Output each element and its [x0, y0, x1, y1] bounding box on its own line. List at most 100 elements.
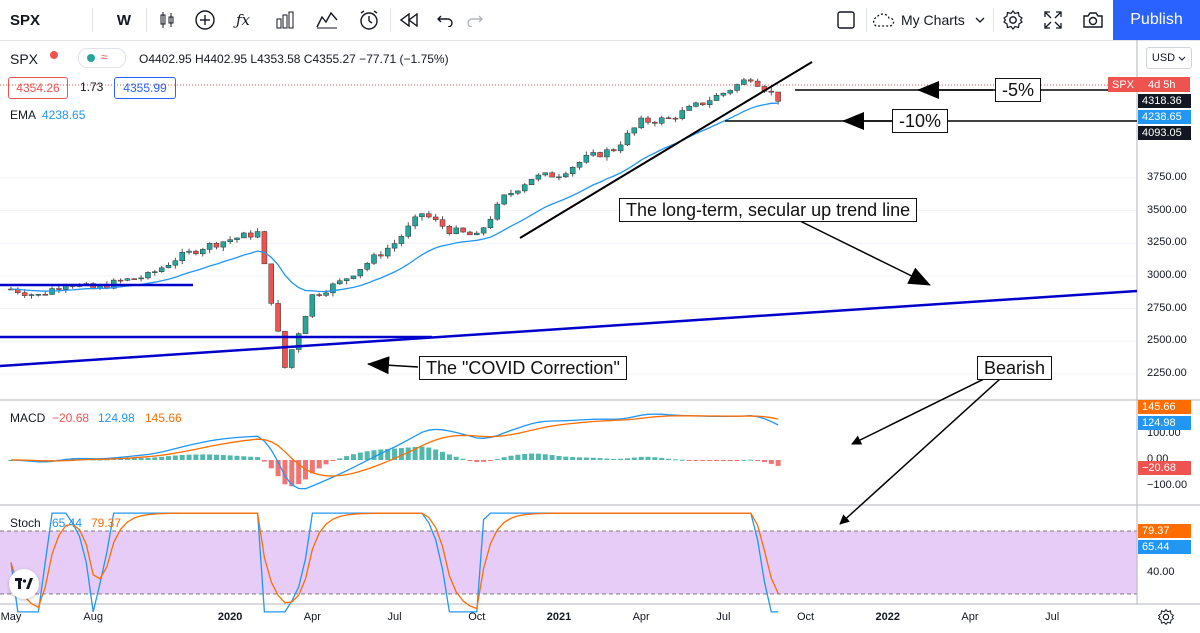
gear-icon[interactable] — [1000, 0, 1026, 40]
macd-histogram-bar — [618, 458, 624, 460]
candle — [35, 294, 42, 296]
fx-icon[interactable]: ƒx — [235, 11, 250, 29]
tilde-icon: ≈ — [101, 50, 108, 64]
alert-icon[interactable] — [356, 0, 382, 40]
covid-arrow — [367, 356, 419, 375]
macd-histogram-bar — [275, 460, 281, 477]
candle — [234, 237, 240, 240]
macd-histogram-bar — [522, 453, 528, 460]
macd-histogram-bar — [748, 459, 754, 461]
toolbar-divider — [993, 8, 994, 32]
macd-histogram-bar — [535, 453, 541, 460]
time-axis-label: 2022 — [875, 611, 900, 623]
candle — [693, 102, 699, 107]
buy-price-box[interactable]: 4355.99 — [114, 77, 176, 99]
candle — [28, 294, 35, 296]
candle — [295, 333, 302, 350]
macd-histogram-bar — [323, 460, 329, 465]
templates-icon[interactable] — [272, 0, 298, 40]
candle — [384, 247, 391, 257]
macd-histogram-bar — [453, 456, 459, 460]
compare-icon[interactable] — [314, 0, 340, 40]
candle — [227, 239, 233, 242]
my-charts-button[interactable]: My Charts — [901, 12, 965, 28]
gear-icon[interactable] — [1157, 608, 1175, 626]
stoch-legend-label: Stoch — [10, 516, 41, 530]
candle — [350, 275, 357, 279]
macd-histogram-bar — [460, 458, 466, 460]
camera-icon[interactable] — [1080, 0, 1106, 40]
publish-button[interactable]: Publish — [1113, 0, 1200, 40]
macd-histogram-bar — [549, 455, 555, 460]
macd-histogram-bar — [159, 456, 165, 460]
macd-histogram-bar — [433, 449, 439, 460]
candle — [734, 84, 740, 91]
candle — [508, 192, 514, 196]
time-axis-label: Apr — [961, 611, 979, 623]
macd-histogram-bar — [412, 446, 418, 460]
candle — [748, 79, 754, 82]
currency-selector[interactable]: USD — [1146, 47, 1192, 69]
callout-bearish: Bearish — [977, 356, 1053, 380]
tradingview-logo[interactable] — [9, 569, 39, 599]
interval-button[interactable]: W — [116, 11, 132, 29]
stoch-legend-d: 79.37 — [91, 516, 122, 530]
macd-histogram-bar — [611, 458, 617, 460]
price-axis-label: 3500.00 — [1147, 203, 1187, 216]
spread-value: 1.73 — [80, 80, 104, 94]
candle — [549, 172, 555, 178]
toolbar-divider — [390, 8, 391, 32]
candle — [631, 127, 638, 134]
badge-symbol: SPX — [1112, 78, 1135, 91]
macd-histogram-bar — [330, 460, 336, 462]
macd-histogram-bar — [556, 455, 562, 460]
undo-icon[interactable] — [432, 0, 458, 40]
macd-legend-macd: 124.98 — [98, 411, 135, 425]
chevron-down-icon[interactable] — [972, 0, 988, 40]
macd-histogram-bar — [131, 458, 137, 460]
price-axis-label: 3250.00 — [1147, 236, 1187, 249]
macd-histogram — [8, 446, 781, 487]
candle — [323, 292, 329, 296]
candles-icon[interactable] — [154, 0, 180, 40]
stoch-k-label: 65.44 — [1138, 540, 1191, 554]
macd-histogram-bar — [487, 460, 493, 461]
symbol-search[interactable]: SPX — [10, 11, 41, 29]
layout-icon[interactable] — [833, 0, 859, 40]
macd-histogram-bar — [440, 451, 446, 460]
price-axis-label: 2500.00 — [1147, 334, 1187, 347]
price-axis-label: 3750.00 — [1147, 170, 1187, 183]
fullscreen-icon[interactable] — [1040, 0, 1066, 40]
macd-histogram-bar — [494, 459, 500, 461]
price-axis-label: 2250.00 — [1147, 367, 1187, 379]
sell-price-box[interactable]: 4354.26 — [8, 77, 68, 99]
macd-histogram-bar — [638, 456, 644, 460]
macd-histogram-bar — [220, 455, 226, 460]
candle — [638, 117, 644, 129]
candle — [179, 252, 185, 261]
candle — [289, 349, 295, 368]
candle — [439, 219, 446, 227]
candle — [426, 213, 432, 218]
candle — [337, 280, 343, 285]
macd-histogram-bar — [241, 456, 247, 460]
add-indicator-icon[interactable] — [192, 0, 218, 40]
stoch-d-label: 79.37 — [1138, 524, 1191, 538]
macd-histogram-bar — [570, 457, 576, 460]
candle — [432, 216, 439, 220]
time-axis-label: Apr — [632, 611, 650, 623]
macd-histogram-bar — [508, 455, 514, 460]
callout-minus5: -5% — [995, 78, 1042, 102]
cloud-icon[interactable] — [870, 0, 896, 40]
replay-icon[interactable] — [396, 0, 422, 40]
price-label-high: 4318.36 — [1138, 94, 1191, 108]
data-status-pill[interactable]: ≈ — [78, 48, 126, 68]
chart-canvas[interactable] — [0, 40, 1200, 633]
candle — [21, 292, 28, 296]
candle — [720, 92, 727, 96]
candle — [487, 218, 494, 229]
macd-hist-label: −20.68 — [1138, 461, 1191, 475]
redo-icon[interactable] — [462, 0, 488, 40]
last-price-badge: SPX 4d 5h — [1108, 77, 1190, 92]
candle — [261, 231, 268, 265]
